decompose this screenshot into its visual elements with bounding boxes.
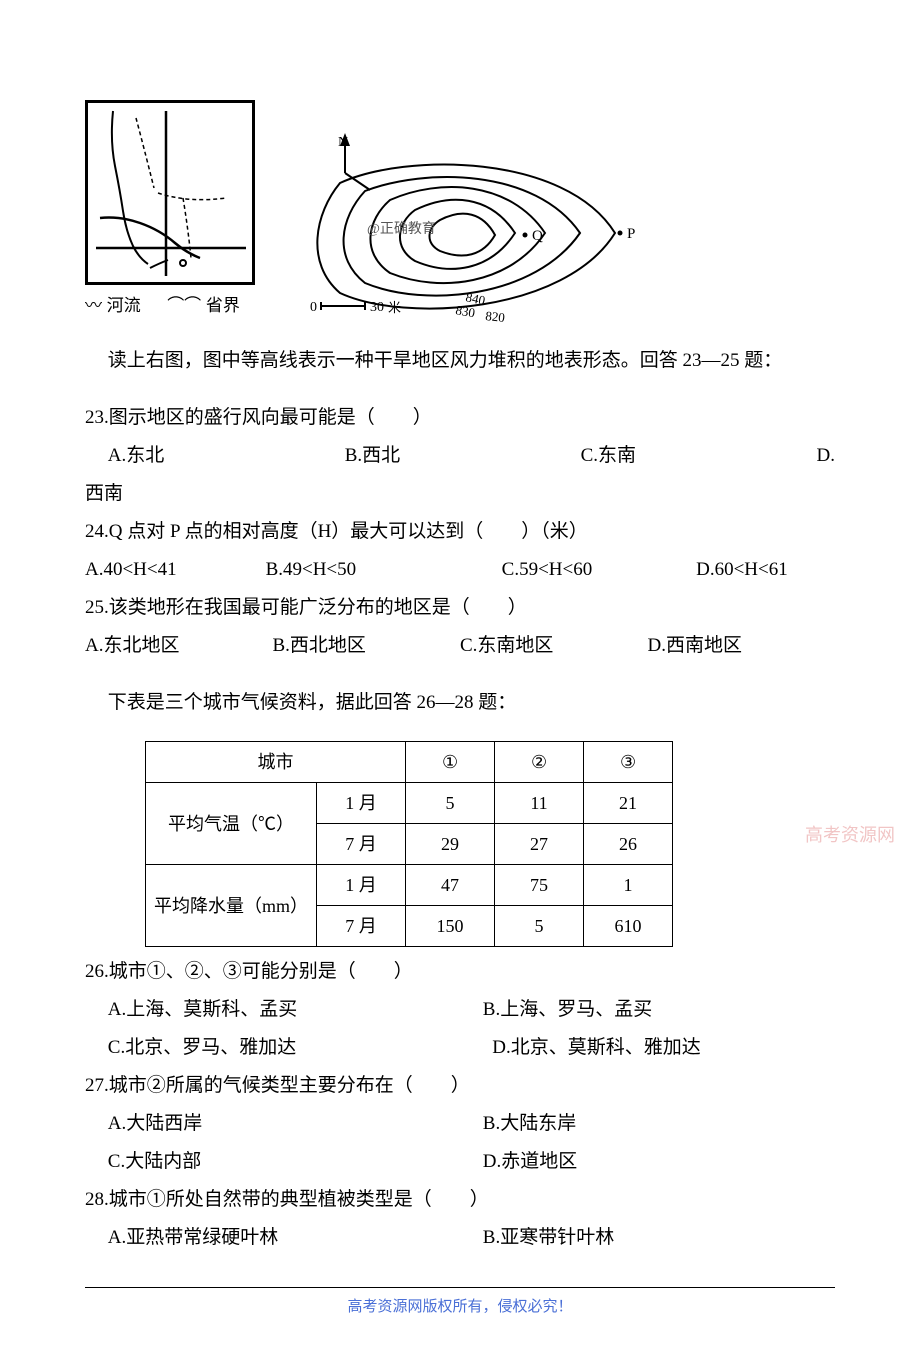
point-p-label: P (627, 226, 635, 242)
contour-svg: N Q P @正确教育 840 830 820 0 30 米 (285, 128, 645, 323)
p1-2: 75 (495, 865, 584, 906)
m1-b: 1 月 (317, 865, 406, 906)
document-page: 〰 河流 ⌒⌒ 省界 N Q P (0, 0, 920, 1362)
scale-num: 30 (370, 300, 384, 315)
point-q-label: Q (532, 228, 543, 244)
th-c3: ③ (584, 742, 673, 783)
q24-opt-a: A.40<H<41 (85, 551, 266, 589)
q23-opt-c: C.东南 (581, 437, 636, 475)
q24-opt-c: C.59<H<60 (502, 551, 696, 589)
climate-table: 城市 ① ② ③ 平均气温（℃） 1 月 5 11 21 7 月 29 27 2… (145, 741, 673, 947)
intro-23: 读上右图，图中等高线表示一种干旱地区风力堆积的地表形态。回答 23—25 题： (85, 342, 835, 380)
q26-stem: 26.城市①、②、③可能分别是（ ） (85, 953, 835, 991)
q27-opt-a: A.大陆西岸 (85, 1105, 460, 1143)
t7-2: 27 (495, 824, 584, 865)
question-28: 28.城市①所处自然带的典型植被类型是（ ） A.亚热带常绿硬叶林 B.亚寒带针… (85, 1181, 835, 1257)
page-footer: 高考资源网版权所有，侵权必究！ (85, 1287, 835, 1322)
q23-opt-d-prefix: D. (817, 437, 835, 475)
legend-border: 省界 (206, 296, 240, 315)
q26-opt-a: A.上海、莫斯科、孟买 (85, 991, 460, 1029)
p7-2: 5 (495, 906, 584, 947)
t1-1: 5 (406, 783, 495, 824)
q25-opt-c: C.东南地区 (460, 627, 648, 665)
figures-row: 〰 河流 ⌒⌒ 省界 N Q P (85, 100, 835, 323)
t1-3: 21 (584, 783, 673, 824)
legend-border-symbol: ⌒⌒ (167, 296, 201, 315)
row-prec-label: 平均降水量（mm） (146, 865, 317, 947)
q24-opt-b: B.49<H<50 (266, 551, 502, 589)
q23-stem: 23.图示地区的盛行风向最可能是（ ） (85, 399, 835, 437)
watermark: 高考资源网 (805, 817, 895, 853)
map-figure: 〰 河流 ⌒⌒ 省界 (85, 100, 255, 323)
q27-opt-c: C.大陆内部 (85, 1143, 460, 1181)
row-temp-label: 平均气温（℃） (146, 783, 317, 865)
t7-1: 29 (406, 824, 495, 865)
scale-unit: 米 (388, 300, 401, 315)
p7-3: 610 (584, 906, 673, 947)
m7-b: 7 月 (317, 906, 406, 947)
question-27: 27.城市②所属的气候类型主要分布在（ ） A.大陆西岸 B.大陆东岸 C.大陆… (85, 1067, 835, 1181)
q25-stem: 25.该类地形在我国最可能广泛分布的地区是（ ） (85, 589, 835, 627)
th-c1: ① (406, 742, 495, 783)
q26-opt-c: C.北京、罗马、雅加达 (85, 1029, 451, 1067)
contour-label-830: 830 (454, 302, 476, 320)
map-legend: 〰 河流 ⌒⌒ 省界 (85, 289, 255, 323)
intro-26: 下表是三个城市气候资料，据此回答 26—28 题： (85, 684, 835, 722)
q27-stem: 27.城市②所属的气候类型主要分布在（ ） (85, 1067, 835, 1105)
legend-river: 河流 (107, 296, 141, 315)
q26-opt-d: D.北京、莫斯科、雅加达 (451, 1029, 836, 1067)
t1-2: 11 (495, 783, 584, 824)
q26-opt-b: B.上海、罗马、孟买 (460, 991, 835, 1029)
q23-opt-a: A.东北 (108, 437, 164, 475)
th-c2: ② (495, 742, 584, 783)
q27-opt-d: D.赤道地区 (460, 1143, 835, 1181)
q28-opt-b: B.亚寒带针叶林 (460, 1219, 835, 1257)
q23-opt-d-tail: 西南 (85, 475, 835, 513)
t7-3: 26 (584, 824, 673, 865)
scale-zero: 0 (310, 300, 317, 315)
map-image (85, 100, 255, 285)
question-23: 23.图示地区的盛行风向最可能是（ ） A.东北 B.西北 C.东南 D. 西南 (85, 399, 835, 513)
th-city: 城市 (146, 742, 406, 783)
q25-opt-a: A.东北地区 (85, 627, 273, 665)
q24-opt-d: D.60<H<61 (696, 551, 835, 589)
question-24: 24.Q 点对 P 点的相对高度（H）最大可以达到（ ）（米） A.40<H<4… (85, 513, 835, 589)
map-svg (88, 103, 252, 282)
question-26: 26.城市①、②、③可能分别是（ ） A.上海、莫斯科、孟买 B.上海、罗马、孟… (85, 953, 835, 1067)
legend-river-symbol: 〰 (85, 296, 102, 315)
contour-label-820: 820 (485, 308, 506, 323)
q28-opt-a: A.亚热带常绿硬叶林 (85, 1219, 460, 1257)
p1-1: 47 (406, 865, 495, 906)
m7-a: 7 月 (317, 824, 406, 865)
q25-opt-d: D.西南地区 (648, 627, 836, 665)
climate-table-wrapper: 城市 ① ② ③ 平均气温（℃） 1 月 5 11 21 7 月 29 27 2… (85, 741, 835, 947)
p7-1: 150 (406, 906, 495, 947)
p1-3: 1 (584, 865, 673, 906)
q25-opt-b: B.西北地区 (273, 627, 461, 665)
q23-opt-b: B.西北 (345, 437, 400, 475)
m1-a: 1 月 (317, 783, 406, 824)
contour-figure: N Q P @正确教育 840 830 820 0 30 米 (285, 128, 645, 323)
question-25: 25.该类地形在我国最可能广泛分布的地区是（ ） A.东北地区 B.西北地区 C… (85, 589, 835, 665)
north-label: N (338, 135, 348, 150)
q27-opt-b: B.大陆东岸 (460, 1105, 835, 1143)
contour-watermark: @正确教育 (367, 221, 436, 237)
q28-stem: 28.城市①所处自然带的典型植被类型是（ ） (85, 1181, 835, 1219)
q24-stem: 24.Q 点对 P 点的相对高度（H）最大可以达到（ ）（米） (85, 513, 835, 551)
